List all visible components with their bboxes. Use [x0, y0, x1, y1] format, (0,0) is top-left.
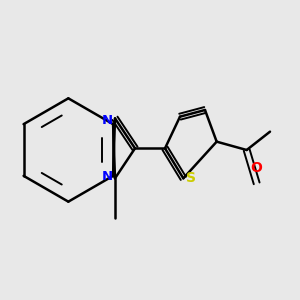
Text: S: S [186, 171, 196, 185]
Text: N: N [102, 113, 113, 127]
Text: N: N [102, 170, 113, 183]
Text: O: O [251, 161, 262, 175]
